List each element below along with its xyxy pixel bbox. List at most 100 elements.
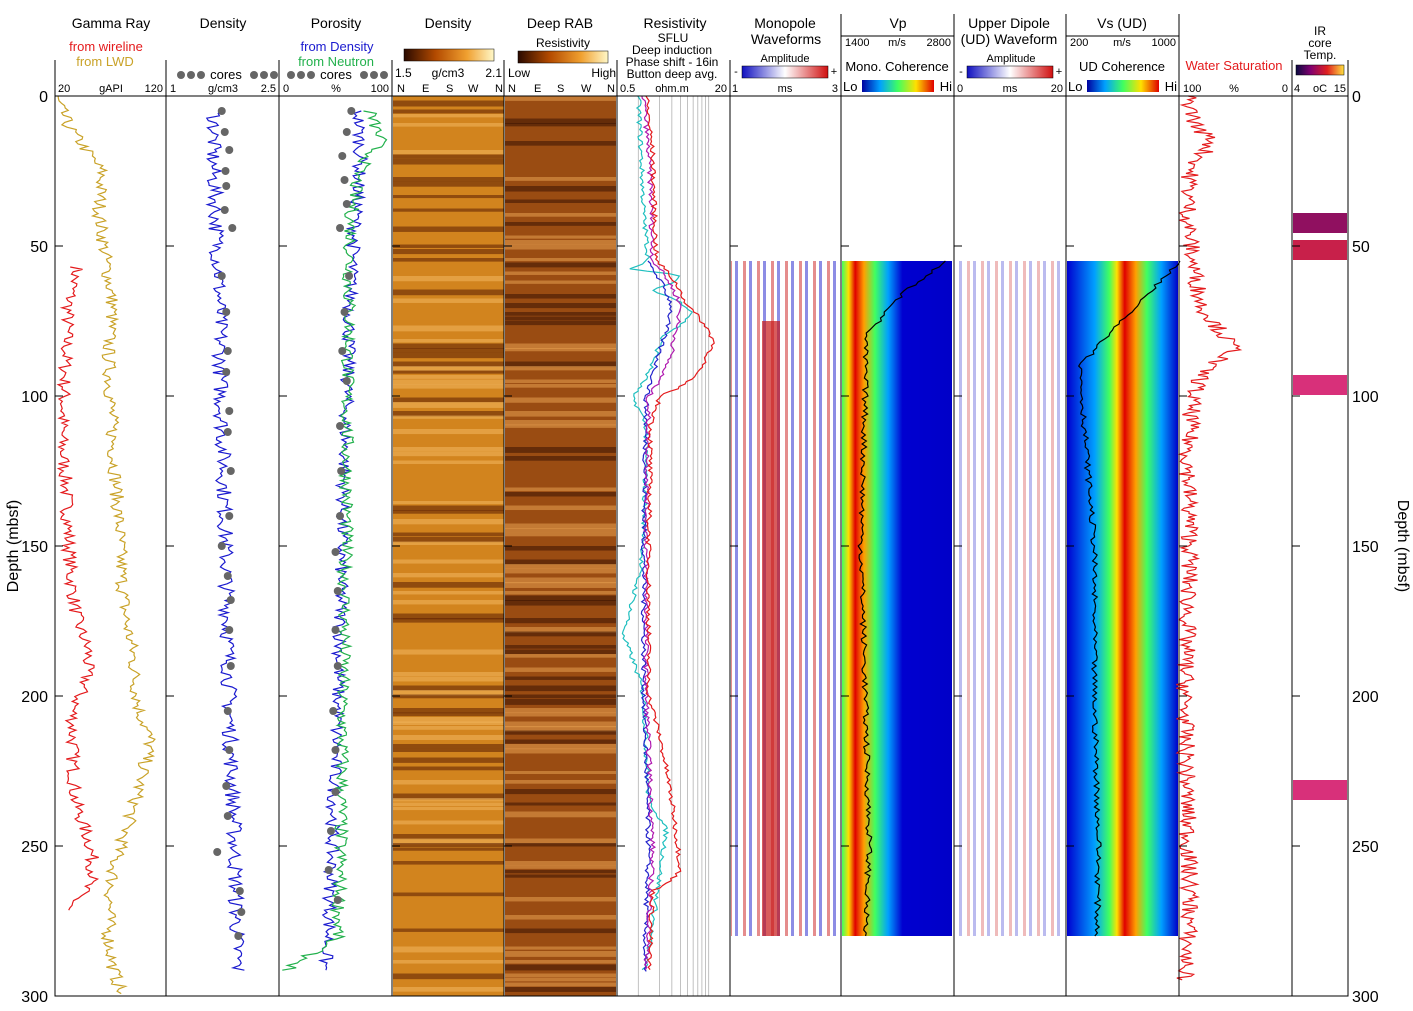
core-sample-point [331, 788, 340, 796]
image-band [393, 820, 504, 825]
image-band [393, 946, 504, 953]
rab-az-n2: N [607, 83, 615, 95]
legend-cores-density: cores [177, 67, 278, 82]
mono-unit: ms [778, 83, 793, 95]
image-band [393, 150, 504, 155]
image-band [393, 429, 504, 435]
image-band [393, 114, 504, 118]
image-band [505, 348, 616, 352]
title-ir: IR [1314, 24, 1326, 38]
core-sample-point [340, 176, 349, 184]
image-band [505, 564, 616, 569]
image-band [393, 892, 504, 897]
depth-ticks-left: 0 50 100 150 200 250 300 [21, 89, 1300, 1006]
density-min: 1 [170, 83, 176, 95]
core-sample-point [225, 407, 234, 415]
sat-unit: % [1229, 83, 1239, 95]
series-layer [56, 95, 1243, 995]
image-band [393, 618, 504, 623]
core-sample-point [331, 548, 340, 556]
image-band [393, 343, 504, 349]
legend-lwd: from LWD [76, 54, 134, 69]
core-sample-point [235, 887, 244, 895]
image-band [505, 843, 616, 847]
dip-max: 20 [1051, 83, 1063, 95]
rab-image-bands [505, 96, 616, 992]
title-resistivity: Resistivity [643, 15, 706, 31]
image-band [505, 397, 616, 403]
dimg-azimuths: N E S W N [397, 83, 503, 95]
image-band [505, 492, 616, 497]
core-sample-point [222, 368, 231, 376]
title-dipole: Upper Dipole [968, 15, 1050, 31]
image-band [393, 447, 504, 452]
title-vs: Vs (UD) [1097, 15, 1147, 31]
dipole-plus: + [1056, 66, 1062, 78]
image-band [505, 244, 616, 250]
gamma-min: 20 [58, 83, 70, 95]
image-band [505, 384, 616, 388]
core-sample-point [223, 812, 232, 820]
image-band [393, 757, 504, 763]
res-max: 20 [715, 83, 727, 95]
image-band [393, 352, 504, 359]
image-band [393, 154, 504, 159]
image-band [505, 532, 616, 537]
density-max: 2.5 [261, 83, 276, 95]
legend-cores-porosity-label: cores [320, 67, 352, 82]
image-band [505, 676, 616, 680]
image-band [393, 537, 504, 543]
ir-unit: oC [1313, 83, 1327, 95]
image-band [505, 654, 616, 658]
image-band [393, 717, 504, 723]
image-band [505, 780, 616, 784]
image-band [393, 505, 504, 511]
depth-axis: Depth (mbsf) Depth (mbsf) 0 50 100 150 200 25… [5, 89, 1411, 1006]
image-band [393, 177, 504, 182]
title-ir-3: Temp. [1304, 48, 1337, 62]
image-band [393, 960, 504, 964]
vp-hi: Hi [940, 79, 952, 94]
image-band [505, 694, 616, 699]
image-band [505, 865, 616, 869]
image-band [393, 325, 504, 332]
core-sample-point [326, 827, 335, 835]
core-sample-point [329, 707, 338, 715]
image-band [505, 712, 616, 717]
image-band [505, 978, 616, 982]
image-band [505, 600, 616, 606]
image-band [393, 582, 504, 588]
image-band [505, 870, 616, 874]
vs-min: 200 [1070, 37, 1088, 49]
image-band [505, 199, 616, 204]
image-band [505, 960, 616, 964]
image-band [393, 802, 504, 807]
rab-az-n1: N [508, 83, 516, 95]
image-band [393, 276, 504, 282]
monopole-minus: - [734, 66, 738, 78]
vp-min: 1400 [845, 37, 869, 49]
image-band [505, 928, 616, 934]
image-band [393, 987, 504, 992]
legend-button-deep: Button deep avg. [627, 67, 718, 81]
resistivity-curve-button-deep-avg- [645, 95, 715, 970]
image-band [505, 973, 616, 978]
image-band [393, 397, 504, 403]
image-band [393, 348, 504, 353]
core-sample-point [222, 182, 231, 190]
dimg-max: 2.1 [485, 66, 502, 80]
image-band [393, 708, 504, 714]
track-image-fills [393, 96, 1347, 996]
core-sample-point [333, 896, 342, 904]
title-vp: Vp [889, 15, 906, 31]
colorbar-monopole [741, 65, 829, 79]
depth-tick-left: 50 [30, 239, 48, 256]
image-band [393, 861, 504, 865]
image-band [505, 361, 616, 368]
image-band [505, 271, 616, 275]
image-band [505, 627, 616, 633]
image-band [393, 195, 504, 199]
image-band [393, 366, 504, 371]
image-band [505, 294, 616, 299]
image-band [393, 928, 504, 932]
